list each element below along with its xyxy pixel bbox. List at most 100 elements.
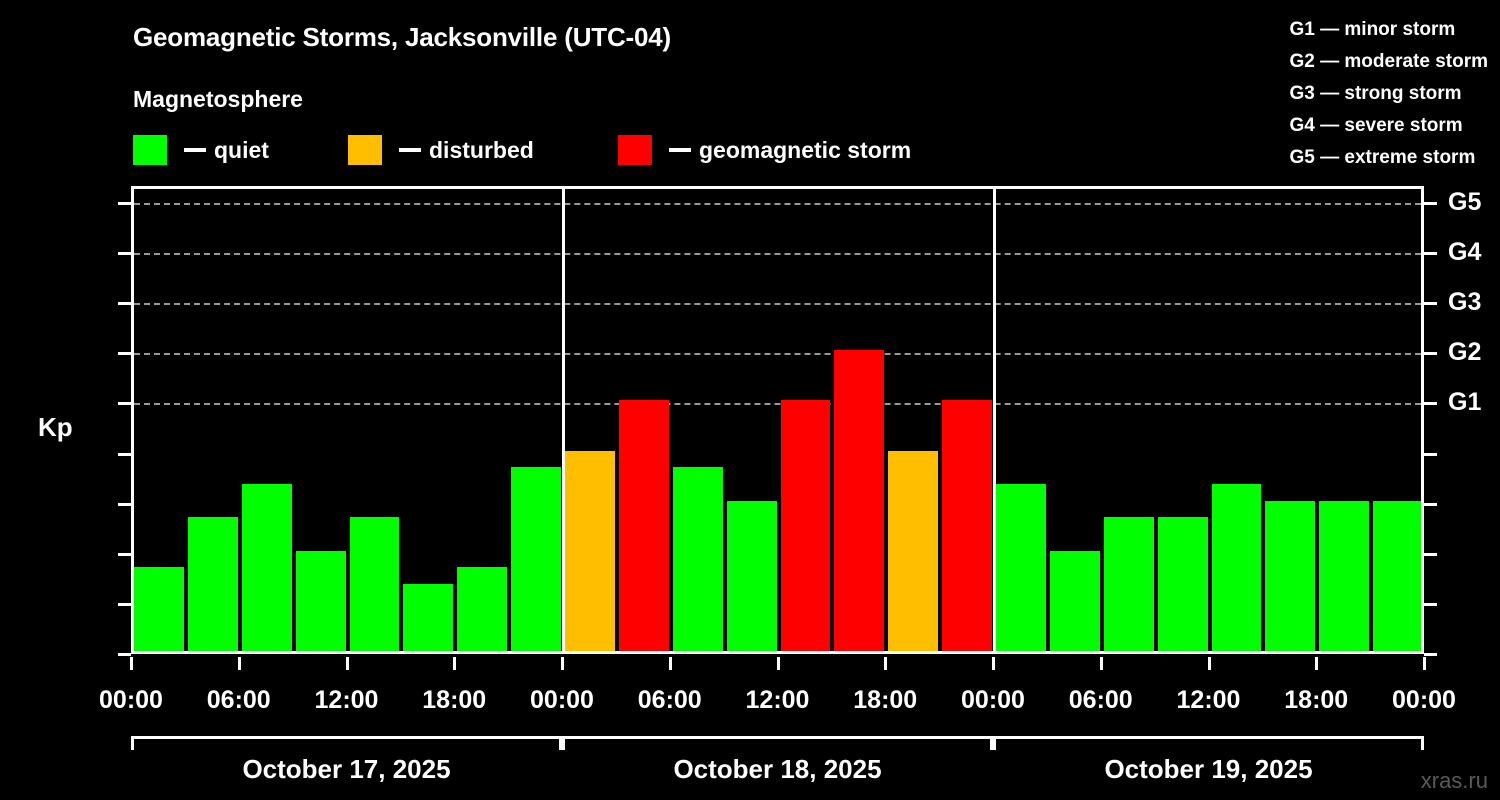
x-tick-mark [668,657,672,670]
g-legend-row-g5: G5 — extreme storm [1289,142,1488,174]
legend-dash-icon [184,148,206,152]
bar [241,484,292,651]
x-tick-mark [1315,657,1319,670]
y-tick-mark [118,552,131,556]
bar [1157,517,1208,651]
g-legend-dash: — [1320,115,1340,136]
bar [295,550,346,651]
x-tick-mark [1207,657,1211,670]
x-tick-mark [237,657,241,670]
x-tick-label: 06:00 [206,686,271,714]
legend-label: geomagnetic storm [699,136,912,163]
y-tick-mark [118,402,131,406]
g-minor-tick-mark [1424,502,1437,506]
bar [187,517,238,651]
x-tick-label: 06:00 [637,686,702,714]
g-tick-mark [1424,252,1437,256]
bar [1211,484,1262,651]
x-tick-mark [561,657,564,670]
x-tick-label: 18:00 [422,686,487,714]
legend-entry-geomagnetic-storm: geomagnetic storm [618,133,911,167]
bar [672,467,723,651]
g-legend-dash: — [1320,147,1340,168]
bar [726,500,777,651]
g-minor-tick-mark [1424,452,1437,456]
g-tick-label: G4 [1448,238,1482,267]
g-legend-code: G4 [1289,115,1315,136]
bar [1265,500,1316,651]
bar [780,400,831,651]
gridline-kp-6 [134,353,1421,356]
g-tick-mark [1424,302,1437,306]
gridline-kp-9 [134,203,1421,205]
series-heading: Magnetosphere [133,86,303,112]
y-axis-title: Kp [38,412,73,442]
page-title: Geomagnetic Storms, Jacksonville (UTC-04… [133,22,671,52]
day-divider-1 [562,189,565,651]
g-legend-text: minor storm [1344,19,1456,40]
g-tick-label: G2 [1448,338,1482,367]
g-legend-code: G3 [1289,83,1315,104]
bar [1373,500,1421,651]
x-tick-mark [1099,657,1103,670]
y-tick-mark [118,502,131,506]
bar [942,400,992,651]
y-tick-mark [118,302,131,306]
bar [403,584,454,651]
legend-dash-icon [669,148,691,152]
g-tick-label: G1 [1448,388,1482,417]
g-legend-row-g2: G2 — moderate storm [1289,46,1488,78]
legend-label: quiet [214,136,269,163]
g-legend-text: extreme storm [1344,147,1476,168]
y-tick-mark [118,252,131,256]
y-tick-mark [118,602,131,606]
date-label: October 18, 2025 [673,754,882,784]
x-tick-label: 18:00 [853,686,918,714]
g-tick-label: G5 [1448,188,1482,216]
watermark: xras.ru [1420,768,1488,793]
x-tick-label: 12:00 [1176,686,1241,714]
x-tick-mark [992,657,995,670]
plot-area [131,186,1424,654]
legend-entry-quiet: quiet [133,133,269,167]
x-tick-label: 00:00 [530,686,594,714]
x-tick-label: 00:00 [961,686,1025,714]
bar [1049,550,1100,651]
bar [511,467,561,651]
g-legend-code: G1 [1289,19,1315,40]
bar [457,567,508,651]
g-legend-text: strong storm [1344,83,1462,104]
x-tick-mark [453,657,457,670]
g-tick-mark [1424,352,1437,356]
day-divider-2 [993,189,996,651]
g-legend-dash: — [1320,51,1340,72]
g-legend-text: moderate storm [1344,51,1488,72]
date-bracket [562,736,993,750]
bar [1319,500,1370,651]
legend-label: disturbed [429,136,534,163]
g-minor-tick-mark [1424,602,1437,606]
bar [618,400,669,651]
bar-series [134,189,1421,651]
y-tick-mark [118,452,131,456]
g-legend-row-g4: G4 — severe storm [1289,110,1488,142]
orange-swatch-icon [348,135,382,165]
g-legend-code: G5 [1289,147,1315,168]
x-tick-label: 18:00 [1284,686,1349,714]
x-tick-label: 06:00 [1068,686,1133,714]
x-tick-mark [345,657,349,670]
bar [134,567,184,651]
date-label: October 19, 2025 [1104,754,1313,784]
g-tick-mark [1424,402,1437,406]
x-tick-mark [776,657,780,670]
g-minor-tick-mark [1424,653,1437,656]
y-tick-mark [118,653,131,656]
g-scale-legend: G1 — minor storm G2 — moderate storm G3 — … [1289,14,1488,174]
x-tick-label: 00:00 [99,686,163,714]
bar [349,517,400,651]
x-tick-label: 12:00 [314,686,379,714]
x-tick-label: 12:00 [745,686,810,714]
g-legend-dash: — [1320,19,1340,40]
y-tick-mark [118,352,131,356]
gridline-kp-7 [134,303,1421,306]
